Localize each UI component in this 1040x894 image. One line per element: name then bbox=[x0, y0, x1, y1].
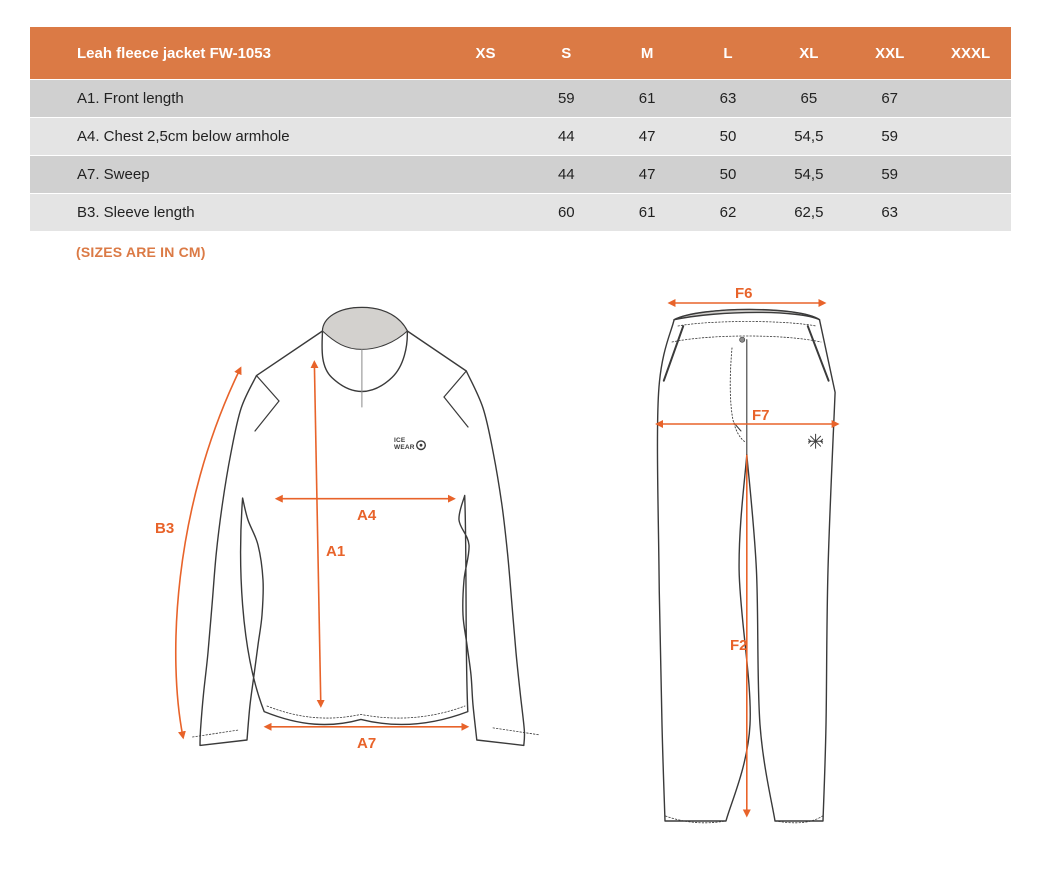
svg-text:A7: A7 bbox=[357, 735, 376, 752]
svg-text:F7: F7 bbox=[752, 407, 770, 424]
svg-text:A1: A1 bbox=[326, 543, 345, 560]
svg-text:F2: F2 bbox=[730, 637, 748, 654]
svg-text:B3: B3 bbox=[155, 520, 174, 537]
svg-text:A4: A4 bbox=[357, 507, 377, 524]
svg-text:F6: F6 bbox=[735, 285, 753, 302]
svg-text:ICE: ICE bbox=[394, 437, 406, 444]
svg-text:WEAR: WEAR bbox=[394, 444, 415, 451]
